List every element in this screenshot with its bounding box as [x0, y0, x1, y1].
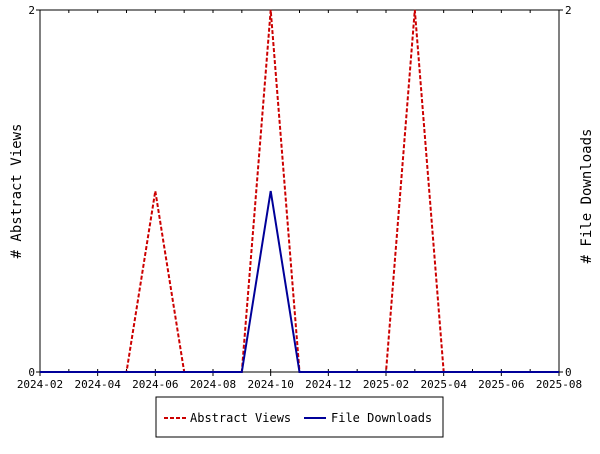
x-tick-label-2025-02: 2025-02: [363, 378, 409, 391]
x-tick-label-2025-04: 2025-04: [420, 378, 467, 391]
y-left-tick-label-2: 2: [28, 4, 35, 17]
y-axis-right-title: # File Downloads: [579, 129, 595, 264]
x-tick-label-2024-10: 2024-10: [247, 378, 293, 391]
y-right-tick-label-0: 0: [565, 366, 572, 379]
x-tick-label-2024-08: 2024-08: [190, 378, 236, 391]
plot-area: [39, 9, 560, 373]
legend-label-abstract-views: Abstract Views: [190, 411, 291, 425]
y-right-tick-label-2: 2: [565, 4, 572, 17]
x-tick-label-2025-08: 2025-08: [536, 378, 582, 391]
y-left-tick-label-0: 0: [28, 366, 35, 379]
x-tick-label-2024-12: 2024-12: [305, 378, 351, 391]
legend: Abstract Views File Downloads: [155, 396, 444, 438]
x-tick-label-2024-02: 2024-02: [17, 378, 63, 391]
x-tick-label-2025-06: 2025-06: [478, 378, 524, 391]
legend-label-file-downloads: File Downloads: [331, 411, 432, 425]
legend-box: [155, 396, 444, 438]
series-layer: [40, 9, 559, 373]
y-axis-left-title: # Abstract Views: [9, 124, 25, 259]
series-line-file-downloads: [40, 190, 559, 373]
ticks-layer: 2024-02 2024-04 2024-06 2024-08 2024-10 2024-…: [17, 4, 582, 391]
x-tick-label-2024-04: 2024-04: [74, 378, 121, 391]
x-tick-label-2024-06: 2024-06: [132, 378, 178, 391]
